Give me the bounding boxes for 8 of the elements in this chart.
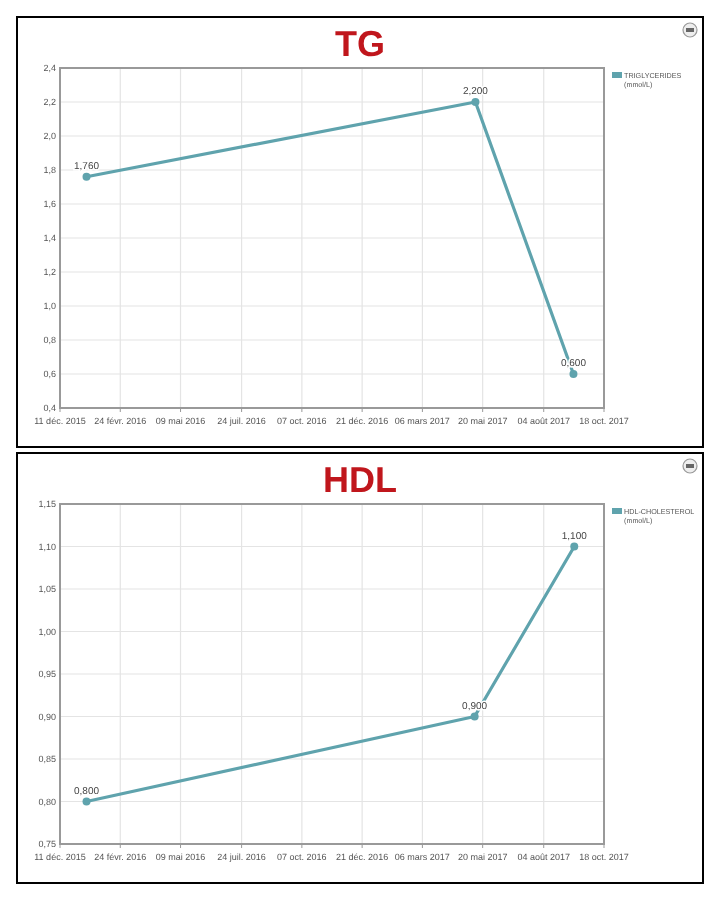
chart-title: HDL xyxy=(323,460,397,500)
point xyxy=(82,797,91,806)
point xyxy=(569,370,578,378)
point xyxy=(471,98,480,106)
point xyxy=(470,712,479,721)
point xyxy=(82,172,91,181)
point xyxy=(570,542,579,551)
chart-title: TG xyxy=(335,24,385,64)
